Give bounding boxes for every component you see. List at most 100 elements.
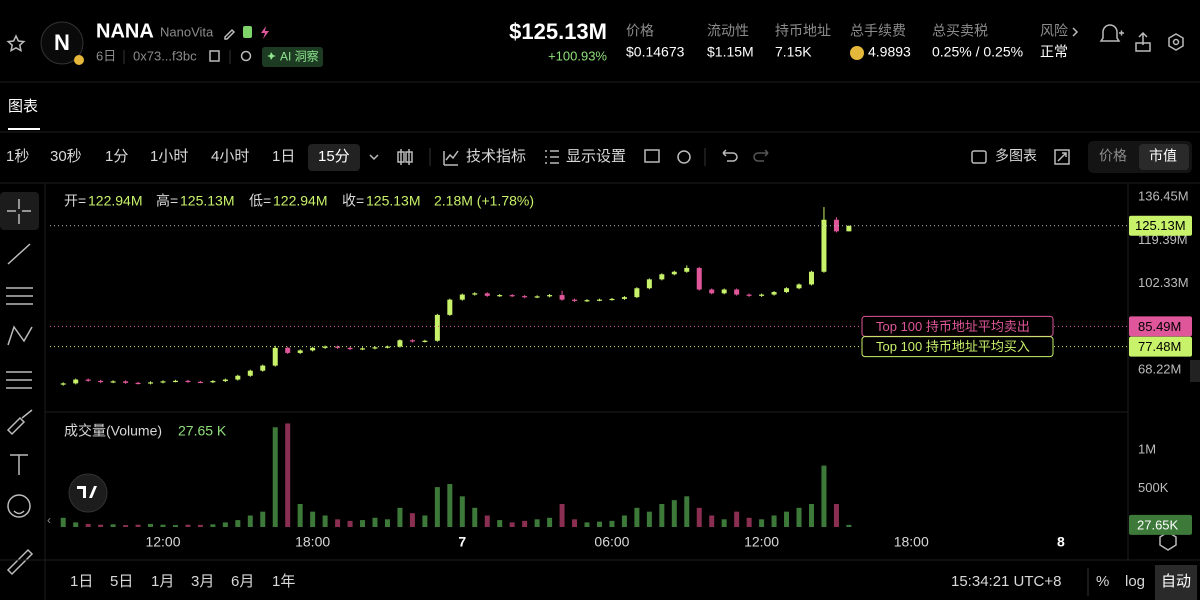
indicators[interactable]: 技术指标 [466, 148, 526, 165]
range[interactable]: 1日 [70, 573, 93, 590]
fullscreen-icon[interactable] [1054, 149, 1070, 165]
avatar-letter: N [54, 30, 70, 55]
interval[interactable]: 30秒 [50, 148, 82, 165]
display-settings[interactable]: 显示设置 [566, 148, 626, 165]
candle-body [497, 295, 503, 297]
redo-icon[interactable] [753, 149, 769, 162]
candle-body [621, 297, 627, 299]
candle-body [235, 375, 241, 380]
candle-body [409, 340, 415, 342]
volume-bar [646, 511, 652, 527]
volume-bar [634, 507, 640, 527]
template-icon[interactable] [644, 149, 660, 163]
copy-icon[interactable] [209, 50, 220, 62]
candle-body [634, 288, 640, 298]
line-tool[interactable] [7, 243, 31, 265]
interval[interactable]: 15分 [318, 148, 350, 165]
stat-label: 流动性 [707, 23, 749, 39]
volume-title: 成交量(Volume) [64, 423, 162, 439]
volume-bar [497, 520, 503, 527]
candle-body [559, 295, 565, 300]
interval[interactable]: 1分 [105, 148, 128, 165]
percent-toggle[interactable]: % [1096, 573, 1109, 590]
alert-icon[interactable] [1099, 24, 1124, 42]
range[interactable]: 3月 [191, 573, 214, 590]
chart-settings-icon[interactable] [677, 150, 691, 164]
volume-bar [160, 524, 166, 527]
candle-body [846, 225, 852, 232]
candle-body [447, 299, 453, 315]
emoji-smile [13, 510, 25, 515]
interval[interactable]: 4小时 [211, 148, 249, 165]
volume-bar [609, 520, 615, 527]
volume-bar [422, 515, 428, 527]
interval-dropdown[interactable] [369, 154, 379, 161]
volume-bar [222, 522, 228, 527]
mode-option[interactable]: 市值 [1149, 148, 1177, 164]
share-icon[interactable] [1135, 31, 1151, 52]
candle-body [222, 379, 228, 382]
volume-bar [534, 519, 540, 527]
search-icon[interactable] [240, 50, 252, 62]
interval[interactable]: 1日 [272, 148, 295, 165]
x-tick-label: 12:00 [145, 534, 180, 550]
volume-tick-label: 1M [1138, 442, 1156, 457]
volume-bar [197, 524, 203, 527]
candle-body [310, 347, 316, 351]
favorite-icon[interactable] [6, 34, 26, 52]
text-tool[interactable] [10, 454, 28, 475]
avatar-badge [74, 55, 84, 65]
volume-bar [584, 522, 590, 527]
ai-badge[interactable] [262, 47, 323, 67]
volume-bar [347, 520, 353, 527]
interval[interactable]: 1秒 [6, 148, 29, 165]
range[interactable]: 1月 [151, 573, 174, 590]
range[interactable]: 6月 [231, 573, 254, 590]
stat-value: 正常 [1040, 44, 1068, 60]
pattern-tool[interactable] [7, 325, 33, 346]
volume-bar [671, 500, 677, 527]
emoji-tool[interactable] [7, 494, 31, 518]
brush-tool[interactable] [6, 409, 33, 436]
x-tick-label: 8 [1057, 534, 1065, 550]
volume-bar [472, 507, 478, 527]
edit-icon[interactable] [224, 28, 236, 40]
settings-icon[interactable] [1168, 33, 1184, 51]
crosshair-tool[interactable] [7, 199, 31, 224]
chart-type-icon[interactable] [397, 149, 413, 165]
volume-bar [272, 427, 278, 527]
interval-selected-bg [308, 144, 360, 171]
indicators-icon [443, 150, 459, 166]
mode-option[interactable]: 价格 [1099, 148, 1127, 164]
stat-value: $0.14673 [626, 44, 685, 60]
collapse-arrow[interactable]: ‹ [47, 513, 51, 527]
last-volume-label: 27.65K [1137, 517, 1179, 532]
range[interactable]: 1年 [272, 573, 295, 590]
stat-value: $1.15M [707, 44, 754, 60]
candle-body [472, 293, 478, 295]
multi-chart[interactable]: 多图表 [995, 148, 1037, 164]
candle-body [659, 274, 665, 280]
candle-body [596, 299, 602, 301]
mode-selected-bg [1139, 144, 1189, 170]
legend-close-label: 收= [342, 193, 364, 209]
undo-icon[interactable] [722, 149, 738, 162]
multi-chart-icon[interactable] [971, 150, 987, 164]
volume-bar [771, 515, 777, 527]
range[interactable]: 5日 [110, 573, 133, 590]
volume-bar [759, 519, 765, 527]
channel-tool[interactable] [6, 287, 33, 305]
auto-toggle[interactable]: 自动 [1161, 573, 1191, 590]
fib-tool[interactable] [6, 371, 32, 389]
volume-bar [260, 511, 266, 527]
candle-body [60, 383, 66, 385]
legend-open: 122.94M [88, 193, 142, 209]
volume-bar [833, 503, 839, 527]
x-tick-label: 12:00 [744, 534, 779, 550]
log-toggle[interactable]: log [1125, 573, 1145, 590]
candle-body [759, 294, 765, 296]
interval[interactable]: 1小时 [150, 148, 188, 165]
axis-collapse[interactable] [1190, 360, 1200, 382]
tab[interactable]: 图表 [8, 98, 38, 115]
ruler-tool[interactable] [6, 548, 34, 576]
